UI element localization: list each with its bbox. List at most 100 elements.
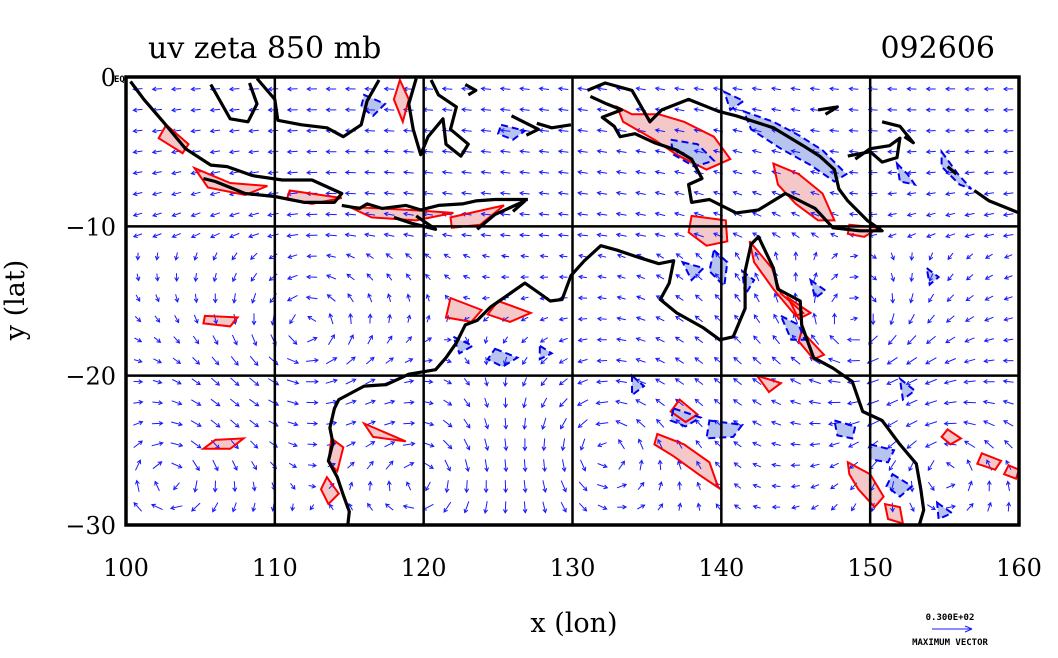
coastline (326, 235, 926, 526)
coastline (881, 120, 915, 145)
positive-vorticity-fill (654, 433, 719, 488)
negative-vorticity-contour (631, 373, 646, 398)
coastline (464, 83, 478, 97)
negative-vorticity-contour (895, 160, 918, 186)
x-tick-label: 100 (103, 554, 149, 582)
x-axis-label: x (lon) (530, 608, 617, 639)
positive-vorticity-contour (754, 373, 784, 394)
coastline (586, 81, 884, 233)
negative-vorticity-contour (680, 260, 706, 282)
positive-vorticity-fill (773, 163, 835, 221)
negative-vorticity-fill (632, 375, 644, 396)
positive-vorticity-fill (450, 205, 504, 228)
negative-vorticity-contour (705, 419, 745, 440)
x-tick-label: 110 (252, 554, 298, 582)
negative-vorticity-contour (808, 277, 828, 300)
negative-vorticity-fill (886, 474, 912, 497)
y-axis-label: y (lat) (0, 260, 31, 342)
x-tick-label: 130 (550, 554, 596, 582)
plot-frame (124, 75, 1021, 527)
negative-vorticity-contour (885, 472, 914, 498)
x-tick-label: 140 (698, 554, 744, 582)
positive-vorticity-contour (202, 314, 240, 328)
negative-vorticity-contour (778, 313, 807, 341)
negative-vorticity-fill (706, 420, 743, 439)
negative-vorticity-fill (670, 139, 714, 167)
negative-vorticity-fill (724, 91, 744, 110)
positive-vorticity-contour (361, 421, 407, 443)
negative-vorticity-fill (870, 444, 894, 463)
positive-vorticity-contour (486, 299, 534, 323)
negative-vorticity-contour (833, 419, 857, 440)
reference-vector-legend: 0.300E+02 MAXIMUM VECTOR (912, 613, 988, 648)
y-tick-label: −10 (65, 213, 116, 241)
y-tick-label: −30 (65, 512, 116, 540)
positive-vorticity-fill (757, 375, 781, 393)
reference-vector-arrowhead (964, 625, 973, 633)
coastline (946, 165, 958, 176)
positive-vorticity-fill (847, 462, 884, 508)
negative-vorticity-fill (539, 345, 552, 360)
negative-vorticity-contour (708, 248, 729, 289)
negative-vorticity-fill (937, 502, 952, 519)
negative-vorticity-contour (898, 376, 917, 402)
map-title: uv zeta 850 mb (148, 31, 381, 66)
positive-vorticity-contour (615, 104, 732, 171)
coastline (476, 199, 527, 231)
positive-vorticity-contour (319, 475, 341, 506)
date-label: 092606 (880, 31, 995, 66)
negative-vorticity-contour (496, 123, 528, 141)
negative-vorticity-contour (538, 343, 554, 361)
x-tick-label: 150 (847, 554, 893, 582)
vorticity-fill-layer (158, 80, 1019, 524)
positive-vorticity-contour (191, 165, 268, 197)
x-tick-label: 160 (996, 554, 1042, 582)
coastline-layer (129, 77, 1020, 526)
positive-vorticity-fill (688, 215, 728, 246)
coastline (510, 114, 540, 137)
x-tick-label: 120 (401, 554, 447, 582)
coastline (973, 189, 1020, 215)
reference-vector-value: 0.300E+02 (926, 613, 975, 623)
positive-vorticity-fill (446, 298, 482, 322)
positive-vorticity-fill (749, 241, 804, 316)
axis-ticks: 100 110 120 130 140 150 160 0 −10 −20 −30 (65, 64, 1042, 582)
coastline (536, 121, 572, 130)
y-tick-label: 0 (101, 64, 116, 92)
positive-vorticity-contour (200, 437, 247, 450)
negative-vorticity-contour (669, 407, 703, 428)
coastline (393, 214, 438, 231)
coastline (209, 82, 259, 124)
negative-vorticity-contour (669, 138, 716, 168)
coastline (407, 78, 470, 158)
coastline (341, 197, 528, 212)
negative-vorticity-contour (722, 90, 746, 112)
y-tick-label: −20 (65, 363, 116, 391)
coastline (847, 136, 902, 164)
coastline (129, 80, 344, 204)
negative-vorticity-contour (741, 109, 849, 183)
negative-vorticity-contour (486, 347, 520, 368)
negative-vorticity-fill (498, 124, 525, 140)
positive-vorticity-contour (940, 428, 963, 446)
positive-vorticity-contour (1002, 464, 1021, 481)
equator-label: EQ (114, 75, 125, 85)
positive-vorticity-fill (158, 124, 189, 154)
negative-vorticity-contour (935, 500, 955, 521)
positive-vorticity-contour (348, 205, 454, 222)
positive-vorticity-contour (653, 432, 721, 491)
negative-vorticity-contour (925, 265, 941, 287)
positive-vorticity-contour (975, 452, 1003, 471)
negative-vorticity-fill (743, 111, 847, 182)
negative-vorticity-fill (780, 315, 805, 340)
negative-vorticity-contour (940, 148, 973, 190)
reference-vector-caption: MAXIMUM VECTOR (912, 638, 988, 648)
negative-vorticity-fill (941, 151, 972, 189)
positive-vorticity-contour (392, 77, 410, 125)
positive-vorticity-contour (669, 398, 700, 424)
coastline (817, 105, 839, 116)
negative-vorticity-fill (899, 378, 915, 400)
negative-vorticity-contour (360, 93, 387, 118)
